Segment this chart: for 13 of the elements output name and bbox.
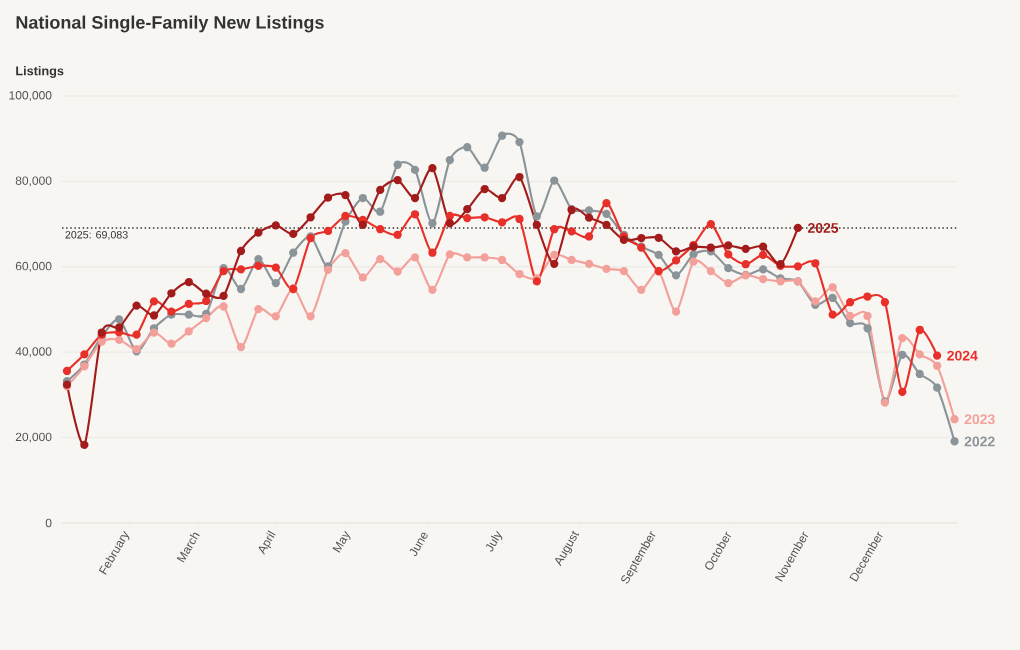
series-label: 2023 [964,414,995,425]
chart-title: National Single-Family New Listings [16,15,324,33]
series-label: 2025 [807,222,839,233]
ref-line-label: 2025: 69,083 [65,230,128,240]
y-tick-label: 20,000 [15,432,52,443]
series-label: 2024 [947,350,978,361]
y-tick-label: 60,000 [15,261,52,272]
series-label: 2022 [964,436,995,447]
y-tick-label: 80,000 [15,176,52,187]
y-axis-title: Listings [16,66,64,78]
y-tick-label: 0 [45,518,52,528]
y-tick-label: 40,000 [15,347,52,358]
y-tick-label: 100,000 [9,91,52,101]
